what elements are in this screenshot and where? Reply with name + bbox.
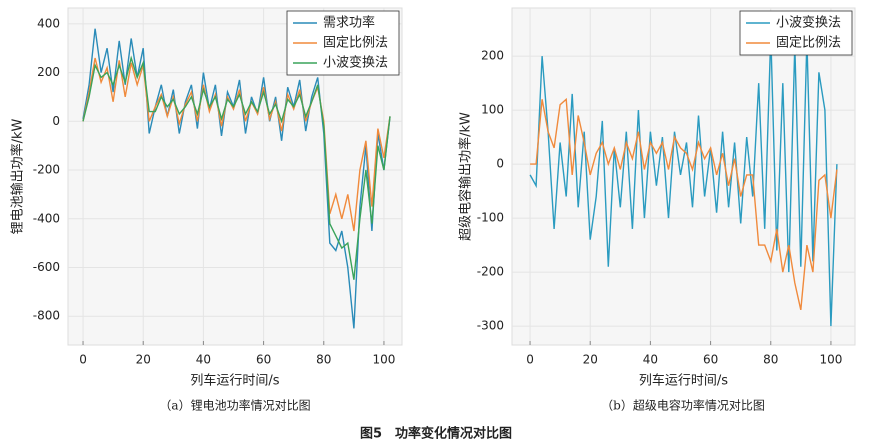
legend-label: 小波变换法 bbox=[323, 55, 388, 71]
y-tick-label: 0 bbox=[52, 114, 60, 128]
sub-caption: （b）超级电容功率情况对比图 bbox=[601, 398, 765, 413]
x-tick-label: 40 bbox=[196, 353, 211, 367]
x-tick-label: 80 bbox=[763, 353, 778, 367]
y-tick-label: -300 bbox=[477, 319, 504, 333]
y-tick-label: -100 bbox=[477, 211, 504, 225]
x-axis-label: 列车运行时间/s bbox=[639, 373, 728, 389]
y-tick-label: -600 bbox=[33, 260, 60, 274]
series-line bbox=[82, 55, 391, 280]
x-tick-label: 0 bbox=[526, 353, 534, 367]
x-tick-label: 60 bbox=[256, 353, 271, 367]
x-tick-label: 0 bbox=[79, 353, 87, 367]
legend-label: 固定比例法 bbox=[776, 36, 841, 51]
y-tick-label: 0 bbox=[496, 157, 504, 171]
x-axis-label: 列车运行时间/s bbox=[190, 373, 279, 389]
y-tick-label: -400 bbox=[33, 211, 60, 225]
x-tick-label: 80 bbox=[316, 353, 331, 367]
y-tick-label: 100 bbox=[481, 103, 504, 117]
y-tick-label: 200 bbox=[481, 49, 504, 63]
x-tick-label: 60 bbox=[703, 353, 718, 367]
x-tick-label: 100 bbox=[819, 353, 842, 367]
legend-label: 小波变换法 bbox=[776, 15, 841, 31]
series-line bbox=[529, 34, 838, 327]
y-tick-label: -200 bbox=[33, 163, 60, 177]
sub-caption: （a）锂电池功率情况对比图 bbox=[159, 398, 310, 413]
y-axis-label: 锂电池输出功率/kW bbox=[10, 118, 26, 234]
series-line bbox=[530, 97, 838, 311]
y-tick-label: 200 bbox=[37, 65, 60, 79]
y-tick-label: -200 bbox=[477, 265, 504, 279]
x-tick-label: 20 bbox=[583, 353, 598, 367]
x-tick-label: 100 bbox=[372, 353, 395, 367]
legend-label: 固定比例法 bbox=[323, 36, 388, 51]
legend-label: 需求功率 bbox=[323, 15, 375, 31]
y-tick-label: -800 bbox=[33, 309, 60, 323]
y-axis-label: 超级电容输出功率/kW bbox=[458, 112, 474, 241]
figure-caption: 图5 功率变化情况对比图 bbox=[360, 426, 512, 442]
x-tick-label: 40 bbox=[643, 353, 658, 367]
legend-box bbox=[739, 10, 853, 56]
x-tick-label: 20 bbox=[136, 353, 151, 367]
y-tick-label: 400 bbox=[37, 16, 60, 30]
